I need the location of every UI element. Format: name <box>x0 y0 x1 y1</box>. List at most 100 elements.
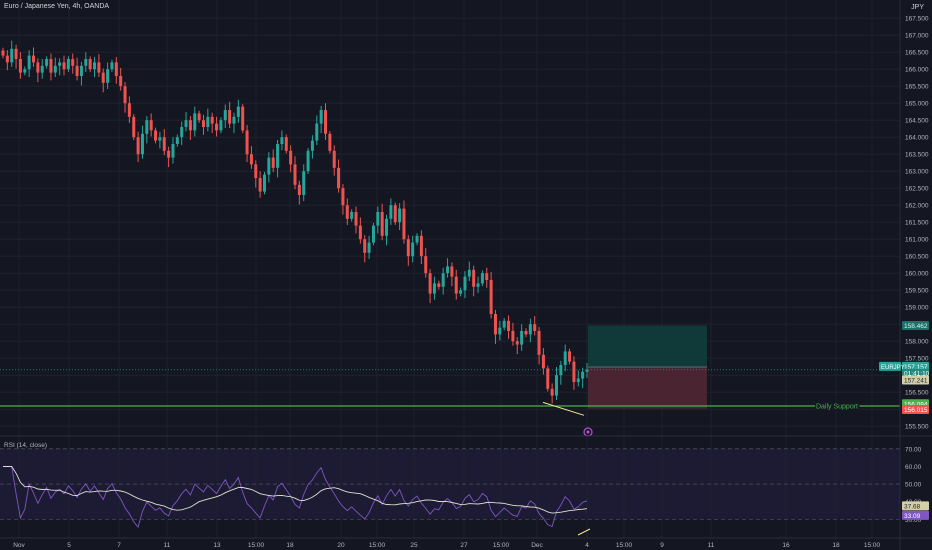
candle-body <box>306 150 310 172</box>
candle-body <box>75 65 79 76</box>
candle-body <box>123 86 127 104</box>
price-tick: 167.000 <box>905 33 929 40</box>
position-tool[interactable] <box>588 325 707 409</box>
candle-body <box>289 150 293 165</box>
candle-body <box>467 269 471 277</box>
price-tick: 158.000 <box>905 339 929 346</box>
candle-body <box>358 225 362 240</box>
rsi-tick: 30.00 <box>905 517 922 524</box>
candle-body <box>319 110 323 124</box>
time-tick: 15:00 <box>248 542 265 549</box>
candle-body <box>363 239 367 253</box>
candle-body <box>32 55 36 63</box>
stop-tag-bg <box>902 405 929 415</box>
candle-body <box>162 137 166 151</box>
time-tick: 15:00 <box>616 542 633 549</box>
candle-body <box>127 103 131 117</box>
candle-body <box>188 120 192 131</box>
price-tick: 167.500 <box>905 16 929 23</box>
candle-body <box>14 48 18 59</box>
candle-body <box>167 150 171 158</box>
candle-body <box>337 167 341 189</box>
candle-body <box>415 235 419 243</box>
rsi-tick: 60.00 <box>905 464 922 471</box>
candle-body <box>350 212 354 219</box>
time-tick: 18 <box>286 542 294 549</box>
candle-body <box>297 184 301 195</box>
candle-body <box>79 65 83 76</box>
candle-body <box>58 62 62 66</box>
candle-body <box>49 59 53 73</box>
candle-body <box>398 208 402 223</box>
candle-body <box>236 106 240 117</box>
target-tag-bg <box>902 320 929 330</box>
candle-body <box>149 120 153 131</box>
candle-body <box>585 369 589 372</box>
candle-body <box>280 137 284 144</box>
candle-body <box>559 365 563 376</box>
price-tick: 164.000 <box>905 135 929 142</box>
candle-body <box>511 331 515 342</box>
rsi-line <box>3 466 588 529</box>
currency-label: JPY <box>911 4 924 11</box>
candle-body <box>27 55 31 70</box>
price-tick: 160.000 <box>905 271 929 278</box>
event-icon-dot <box>586 430 590 434</box>
candle-body <box>114 62 118 76</box>
candle-body <box>533 324 537 331</box>
candle-body <box>472 269 476 287</box>
grid <box>0 0 900 538</box>
candle-body <box>554 375 558 396</box>
price-tick: 166.000 <box>905 67 929 74</box>
candle-body <box>110 62 114 70</box>
price-tick: 163.000 <box>905 169 929 176</box>
countdown-tag: 01:41:10 <box>904 371 930 378</box>
candle-body <box>480 273 484 284</box>
time-tick: 11 <box>164 542 171 549</box>
price-tick: 161.000 <box>905 237 929 244</box>
candle-body <box>406 239 410 257</box>
candle-body <box>180 127 184 138</box>
candle-body <box>367 242 371 253</box>
candle-body <box>140 133 144 155</box>
candle-body <box>184 120 188 127</box>
candle-body <box>524 331 528 335</box>
price-tick: 157.500 <box>905 356 929 363</box>
candle-body <box>136 137 140 155</box>
time-tick: 15:00 <box>369 542 386 549</box>
candle-body <box>310 140 314 151</box>
candle-body <box>324 110 328 134</box>
candle-body <box>267 157 271 175</box>
candle-body <box>332 150 336 168</box>
candle-body <box>476 283 480 287</box>
candle-body <box>498 327 502 335</box>
target-zone <box>588 325 707 368</box>
candle-body <box>576 378 580 382</box>
candle-body <box>132 116 136 138</box>
candle-body <box>389 205 393 219</box>
candle-body <box>550 388 554 396</box>
candle-body <box>541 354 545 369</box>
candle-body <box>315 123 319 141</box>
candle-body <box>284 137 288 151</box>
time-tick: 11 <box>708 542 715 549</box>
candle-body <box>341 188 345 206</box>
candle-body <box>10 48 14 63</box>
time-tick: 15:00 <box>864 542 881 549</box>
candle-body <box>515 341 519 345</box>
candle-body <box>454 276 458 294</box>
candle-body <box>371 225 375 243</box>
candle-body <box>106 69 110 83</box>
price-tick: 163.500 <box>905 152 929 159</box>
countdown-tag-bg <box>902 368 929 378</box>
candle-body <box>88 59 92 70</box>
candle-body <box>158 137 162 141</box>
candle-body <box>262 174 266 192</box>
candle-body <box>36 62 40 73</box>
candle-body <box>563 351 567 365</box>
candle-body <box>489 280 493 314</box>
candle-body <box>97 62 101 73</box>
candle-body <box>271 157 275 168</box>
